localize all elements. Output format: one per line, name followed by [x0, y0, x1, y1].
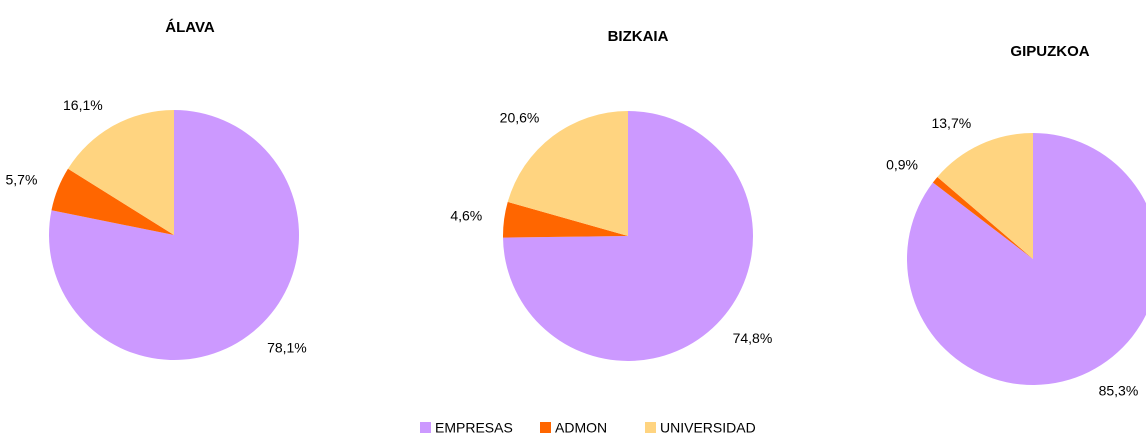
legend-swatch — [420, 422, 431, 433]
pie-slice — [507, 111, 628, 236]
legend-label: ADMON — [555, 420, 607, 436]
data-label: 20,6% — [500, 109, 540, 125]
data-label: 5,7% — [6, 171, 38, 187]
legend-swatch — [540, 422, 551, 433]
data-label: 13,7% — [931, 115, 971, 131]
data-label: 78,1% — [267, 339, 307, 355]
chart-title: GIPUZKOA — [1010, 43, 1089, 60]
data-label: 4,6% — [450, 207, 482, 223]
data-label: 74,8% — [733, 330, 773, 346]
chart-title: BIZKAIA — [608, 28, 669, 45]
pie-slice — [51, 168, 174, 235]
legend-label: UNIVERSIDAD — [660, 420, 756, 436]
pie-slice — [937, 133, 1033, 259]
pie-slice — [503, 201, 628, 238]
data-label: 0,9% — [886, 157, 918, 173]
data-label: 85,3% — [1099, 382, 1139, 398]
pie-slice — [503, 111, 753, 361]
pie-slice — [67, 110, 174, 235]
chart-title: ÁLAVA — [165, 19, 215, 36]
data-label: 16,1% — [63, 97, 103, 113]
pie-slice — [907, 133, 1146, 385]
legend-label: EMPRESAS — [435, 420, 513, 436]
legend-swatch — [645, 422, 656, 433]
pie-slice — [932, 176, 1033, 259]
pie-slice — [48, 110, 299, 360]
